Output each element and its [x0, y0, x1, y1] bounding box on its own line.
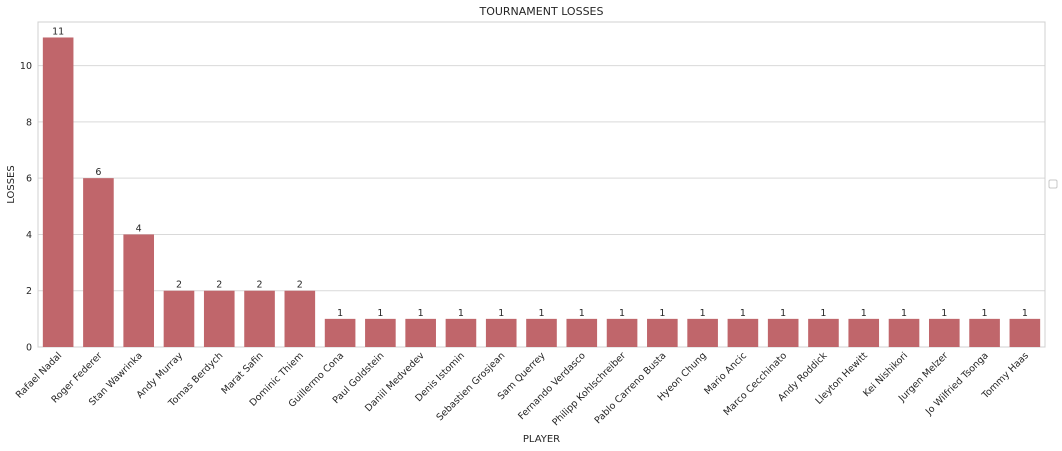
bar	[123, 234, 155, 347]
bar	[647, 318, 678, 347]
bar-value-label: 1	[458, 308, 464, 319]
y-tick-label: 4	[26, 230, 32, 241]
bar	[526, 318, 557, 347]
bar-value-label: 1	[861, 308, 867, 319]
chart-title: TOURNAMENT LOSSES	[478, 5, 603, 18]
bar	[1009, 318, 1041, 347]
bar-value-label: 4	[136, 223, 142, 234]
bar-value-label: 1	[1022, 308, 1028, 319]
bar-value-label: 1	[538, 308, 544, 319]
x-tick-label: Philipp Kohlschreiber	[550, 350, 628, 428]
bar	[808, 318, 839, 347]
bar	[767, 318, 799, 347]
bar-value-label: 1	[579, 308, 585, 319]
bar	[848, 318, 880, 347]
bar	[727, 318, 759, 347]
bar	[365, 318, 396, 347]
bar	[566, 318, 598, 347]
y-tick-label: 0	[26, 343, 32, 354]
bar	[928, 318, 960, 347]
bar	[244, 290, 275, 347]
bar	[324, 318, 356, 347]
bar-value-label: 2	[216, 280, 222, 291]
x-tick-label: Sebastien Grosjean	[434, 350, 507, 423]
bar-value-label: 1	[820, 308, 826, 319]
y-tick-label: 10	[20, 61, 32, 72]
bar	[203, 290, 235, 347]
x-axis-label: PLAYER	[523, 434, 560, 445]
bar	[969, 318, 1000, 347]
bar	[163, 290, 195, 347]
y-axis-label: LOSSES	[6, 165, 17, 203]
y-axis-ticks: 0 2 4 6 8 10	[20, 61, 32, 353]
bar	[687, 318, 718, 347]
bar-value-label: 2	[297, 280, 303, 291]
bar-value-label: 1	[740, 308, 746, 319]
bars	[42, 37, 1041, 347]
bar-value-label: 1	[498, 308, 504, 319]
bar-value-label: 1	[619, 308, 625, 319]
y-tick-label: 6	[26, 174, 32, 185]
bar-value-label: 1	[418, 308, 424, 319]
bar-value-label: 2	[176, 280, 182, 291]
bar-value-label: 1	[700, 308, 706, 319]
bar	[83, 178, 114, 347]
bar	[42, 37, 74, 347]
bar-value-label: 1	[337, 308, 343, 319]
bar-value-label: 1	[901, 308, 907, 319]
x-tick-label: Pablo Carreno Busta	[593, 350, 669, 426]
bar	[405, 318, 436, 347]
bar-value-label: 1	[982, 308, 988, 319]
bar-value-label: 1	[780, 308, 786, 319]
bar-value-label: 1	[941, 308, 947, 319]
bar-value-label: 11	[52, 26, 64, 37]
bar	[888, 318, 920, 347]
bar-value-label: 1	[659, 308, 665, 319]
x-tick-label: Fernando Verdasco	[516, 350, 588, 422]
bar	[606, 318, 638, 347]
bar	[445, 318, 477, 347]
bar-value-label: 1	[377, 308, 383, 319]
legend-box	[1048, 179, 1058, 189]
y-tick-label: 2	[26, 286, 32, 297]
y-tick-label: 8	[26, 117, 32, 128]
bar-value-label: 6	[95, 167, 101, 178]
bar	[284, 290, 316, 347]
bar-value-label: 2	[257, 280, 263, 291]
bar	[485, 318, 517, 347]
